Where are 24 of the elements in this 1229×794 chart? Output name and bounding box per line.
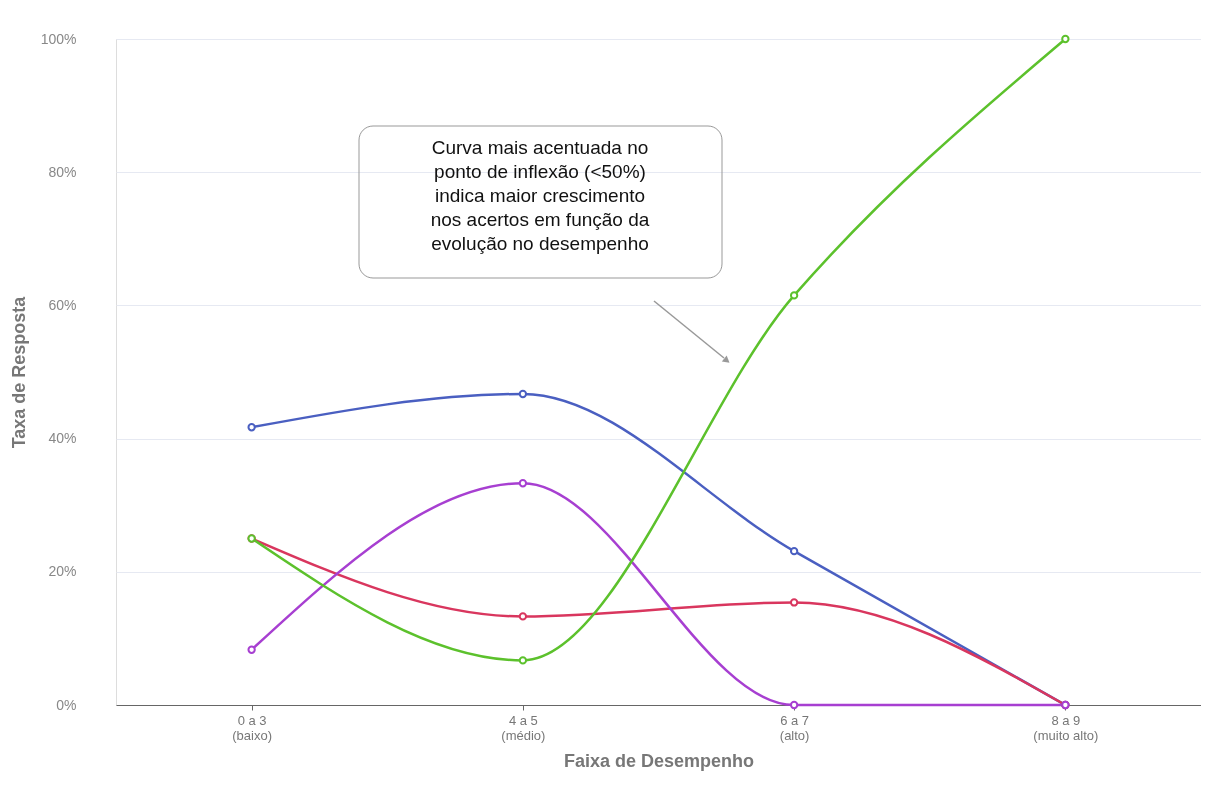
y-tick-label: 80% (48, 163, 77, 180)
annotation: Curva mais acentuada no ponto de inflexão (<50%) indica maior crescimento nos acertos em função da evolução no desempenho (430, 137, 650, 254)
x-tick-label: 6 a 7 (alto) (779, 712, 810, 743)
point (247, 423, 256, 432)
x-tick-label: 0 a 3 (baixo) (232, 712, 272, 743)
x-tick-label: 8 a 9 (muito alto) (1033, 712, 1099, 743)
y-tick-label: 40% (48, 430, 77, 447)
point (518, 479, 528, 488)
x-tick-label: 4 a 5 (médio) (501, 712, 546, 743)
point (518, 612, 528, 621)
point (518, 389, 528, 399)
point (789, 598, 799, 607)
point (518, 656, 528, 665)
y-axis-title: Taxa de Resposta (8, 295, 29, 449)
y-tick-label: 60% (48, 296, 77, 313)
y-tick-label: 100% (40, 30, 77, 47)
point (789, 547, 799, 556)
point (789, 291, 799, 300)
point (1061, 34, 1070, 44)
y-tick-label: 0% (56, 696, 77, 713)
point (789, 700, 799, 710)
x-axis-title: Faixa de Desempenho (563, 750, 755, 771)
point (247, 645, 256, 654)
y-tick-label: 20% (48, 563, 77, 580)
